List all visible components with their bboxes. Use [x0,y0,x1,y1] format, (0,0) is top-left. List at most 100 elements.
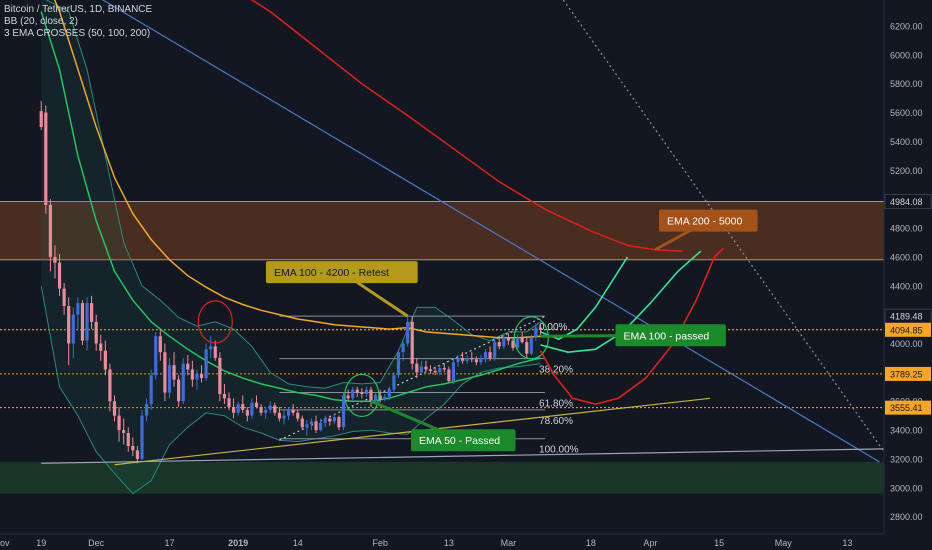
candle-body [190,369,194,380]
time-axis-tick: ov [0,538,10,548]
price-axis-tick: 6000.00 [890,50,923,60]
annotation-box [265,261,418,284]
candle-body [245,409,249,416]
candle-body [461,357,465,361]
trendline [101,0,880,463]
price-axis-tick: 5800.00 [890,79,923,89]
candle-body [158,336,162,353]
candle-body [355,389,359,393]
price-label: 4094.85 [890,325,923,335]
time-axis-tick: 15 [714,538,724,548]
candle-body [392,375,396,390]
candle-body [364,389,369,395]
price-label: 3789.25 [890,369,923,379]
price-label-bg [885,366,931,381]
candle-body [259,406,263,413]
ema-line [250,0,683,252]
price-axis-tick: 3400.00 [890,426,923,436]
candle-body [67,305,71,344]
time-axis-tick: 19 [36,538,46,548]
candle-body [456,357,460,363]
candle-body [149,375,153,405]
annotation-text: EMA 200 - 5000 [667,216,742,228]
time-axis-tick: Apr [643,538,657,548]
candle-body [406,321,410,344]
time-axis-tick: 18 [586,538,596,548]
candle-body [474,359,478,363]
price-label: 4984.08 [890,197,923,207]
candle-body [177,379,181,402]
candle-body [483,352,488,360]
candle-body [337,417,341,428]
plot-area: 0.00% 38.20% 61.80% 78.60% 100.00% EMA 100 - … [0,0,884,495]
candle-body [538,327,543,330]
candle-body [154,336,158,376]
candle-body [479,359,483,363]
candle-body [309,421,314,425]
time-axis-tick: Dec [88,538,105,548]
candle-body [117,415,121,431]
candle-body [502,337,506,347]
candle-body [80,303,85,341]
annotation-text: EMA 50 - Passed [419,435,500,447]
candle-body [131,445,135,451]
legend-ema-crosses: 3 EMA CROSSES (50, 100, 200) [4,28,151,39]
projection-bullish-1 [540,256,629,341]
candle-body [341,395,346,428]
candle-body [511,340,515,348]
price-axis-tick: 4600.00 [890,252,923,262]
price-axis-tick: 5200.00 [890,166,923,176]
candle-body [236,404,240,413]
candle-body [181,363,185,402]
candle-body [209,346,213,350]
candle-body [273,405,277,413]
candle-body [314,421,318,431]
price-axis-tick: 6200.00 [890,21,923,31]
legend-symbol: Bitcoin / TetherUS, 1D, BINANCE [4,4,153,15]
price-axis-tick: 2800.00 [890,512,923,522]
candle-body [186,363,190,370]
candle-body [424,366,428,370]
zone-support [0,461,884,494]
fib-level-label: 100.00% [539,445,579,456]
candle-body [442,368,446,370]
candle-body [520,337,524,343]
chart-legend: Bitcoin / TetherUS, 1D, BINANCE BB (20, … [4,4,152,40]
candle-body [351,389,355,399]
candle-body [332,417,336,422]
fib-level-label: 78.60% [539,416,573,427]
candle-body [94,321,98,344]
price-axis-bg [884,0,932,550]
annotation-box [411,429,516,452]
candle-body [534,327,538,338]
candle-body [227,398,231,407]
annotation-box [615,324,726,347]
candle-body [401,343,405,353]
price-axis-tick: 4000.00 [890,339,923,349]
candle-body [428,369,433,371]
candle-body [387,389,391,397]
bollinger-lower [40,285,541,495]
time-axis-tick: 17 [164,538,174,548]
time-axis-tick: 13 [842,538,852,548]
candle-body [122,430,126,433]
price-axis-tick: 3000.00 [890,483,923,493]
fib-level-label: 61.80% [539,399,573,410]
candle-body [218,357,222,395]
candle-body [465,357,469,361]
candle-body [57,262,62,289]
candle-body [378,395,382,400]
candle-body [497,342,501,347]
candle-body [300,418,304,428]
candle-body [53,256,57,263]
candle-body [108,369,112,402]
candle-body [369,389,373,402]
candle-body [438,368,442,373]
candle-body [415,363,419,373]
candle-body [103,350,107,370]
candle-body [433,370,437,373]
candle-body [529,337,533,354]
candle-body [264,409,268,413]
